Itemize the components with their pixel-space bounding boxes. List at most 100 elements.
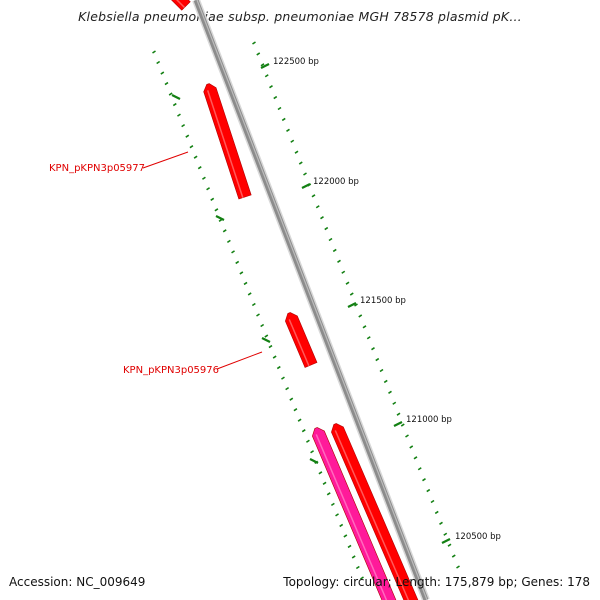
major-tick <box>260 63 270 69</box>
inner-minor-tick <box>235 260 240 265</box>
outer-minor-tick <box>409 445 414 449</box>
outer-minor-tick <box>456 565 460 569</box>
outer-minor-tick <box>451 554 456 558</box>
tick-label: 122000 bp <box>313 177 359 187</box>
outer-minor-tick <box>303 172 307 176</box>
gene-arrow-top[interactable] <box>170 0 191 11</box>
gene-arrow-lower-red[interactable] <box>331 423 419 600</box>
outer-minor-tick <box>315 205 320 209</box>
tick-label: 121500 bp <box>360 296 406 306</box>
gene-label[interactable]: KPN_pKPN3p05977 <box>49 163 145 174</box>
inner-minor-tick <box>206 187 211 191</box>
inner-minor-tick <box>243 281 248 286</box>
inner-minor-tick <box>285 386 290 391</box>
gene-arrow-kpn3p05977[interactable] <box>203 83 252 200</box>
inner-minor-tick <box>239 271 244 275</box>
outer-minor-tick <box>422 478 426 482</box>
outer-minor-tick <box>298 161 303 165</box>
outer-minor-tick <box>273 95 278 100</box>
tick-label: 121000 bp <box>406 415 452 425</box>
outer-minor-tick <box>392 401 397 405</box>
inner-minor-tick <box>318 471 323 475</box>
inner-minor-tick <box>197 166 202 170</box>
outer-minor-tick <box>320 216 324 220</box>
gene-arrow-pink[interactable] <box>312 427 397 600</box>
inner-minor-tick <box>260 323 265 328</box>
outer-minor-tick <box>281 117 286 122</box>
inner-major-tick <box>215 215 225 221</box>
outer-minor-tick <box>396 412 401 416</box>
inner-minor-tick <box>310 450 315 454</box>
outer-minor-tick <box>277 106 282 111</box>
inner-minor-tick <box>322 481 327 485</box>
inner-minor-tick <box>168 92 173 96</box>
inner-minor-tick <box>339 523 344 528</box>
accession-label: Accession: <box>9 575 73 589</box>
outer-minor-tick <box>405 434 409 438</box>
outer-minor-tick <box>269 85 273 89</box>
inner-minor-tick <box>226 239 231 244</box>
inner-minor-tick <box>152 50 156 54</box>
inner-minor-tick <box>276 365 281 370</box>
major-tick <box>393 421 403 427</box>
inner-minor-tick <box>347 544 352 549</box>
outer-minor-tick <box>345 281 350 285</box>
outer-minor-tick <box>366 336 371 340</box>
inner-minor-tick <box>355 565 360 570</box>
outer-minor-tick <box>341 270 346 274</box>
outer-minor-tick <box>349 292 354 296</box>
topology-text: Topology: circular; Length: 175,879 bp; … <box>283 575 590 589</box>
inner-minor-tick <box>301 429 306 433</box>
inner-minor-tick <box>156 60 161 65</box>
outer-minor-tick <box>434 510 439 515</box>
outer-minor-tick <box>337 259 341 263</box>
outer-minor-tick <box>264 74 269 78</box>
inner-minor-tick <box>351 555 356 559</box>
inner-minor-tick <box>210 197 215 201</box>
inner-minor-tick <box>160 71 165 75</box>
outer-minor-tick <box>447 543 452 547</box>
inner-minor-tick <box>335 513 339 517</box>
outer-minor-tick <box>286 128 290 132</box>
outer-minor-tick <box>439 521 443 525</box>
gene-layer <box>170 0 419 600</box>
map-title: Klebsiella pneumoniae subsp. pneumoniae … <box>78 9 522 24</box>
inner-minor-tick <box>305 439 310 443</box>
inner-minor-tick <box>289 397 294 401</box>
outer-minor-tick <box>371 347 375 351</box>
inner-minor-tick <box>222 229 227 233</box>
inner-minor-tick <box>297 418 302 422</box>
inner-major-tick <box>171 94 181 100</box>
inner-minor-tick <box>281 376 285 380</box>
outer-minor-tick <box>311 194 316 198</box>
gene-arrow-kpn3p05976[interactable] <box>285 312 318 368</box>
outer-minor-tick <box>383 379 388 384</box>
outer-minor-tick <box>332 248 337 253</box>
outer-minor-tick <box>430 499 435 504</box>
outer-minor-tick <box>358 314 363 318</box>
outer-minor-tick <box>328 237 333 242</box>
outer-minor-tick <box>256 52 261 56</box>
tick-label: 120500 bp <box>455 532 501 542</box>
tick-label: 122500 bp <box>273 57 319 67</box>
accession-value: NC_009649 <box>76 575 146 589</box>
backbone-highlight <box>196 0 428 600</box>
inner-minor-tick <box>251 302 256 307</box>
inner-minor-tick <box>172 102 177 107</box>
outer-minor-tick <box>417 467 422 471</box>
outer-minor-tick <box>252 41 256 45</box>
outer-minor-tick <box>413 456 418 460</box>
plasmid-backbone <box>193 0 429 600</box>
outer-minor-tick <box>388 390 392 394</box>
inner-minor-tick <box>231 250 235 254</box>
inner-minor-tick <box>201 176 206 180</box>
inner-minor-tick <box>247 292 252 296</box>
inner-minor-tick <box>264 334 269 338</box>
gene-label[interactable]: KPN_pKPN3p05976 <box>123 365 219 376</box>
inner-minor-tick <box>293 408 298 412</box>
inner-minor-tick <box>268 344 273 349</box>
inner-minor-tick <box>164 81 169 86</box>
map-tracks <box>192 0 430 600</box>
